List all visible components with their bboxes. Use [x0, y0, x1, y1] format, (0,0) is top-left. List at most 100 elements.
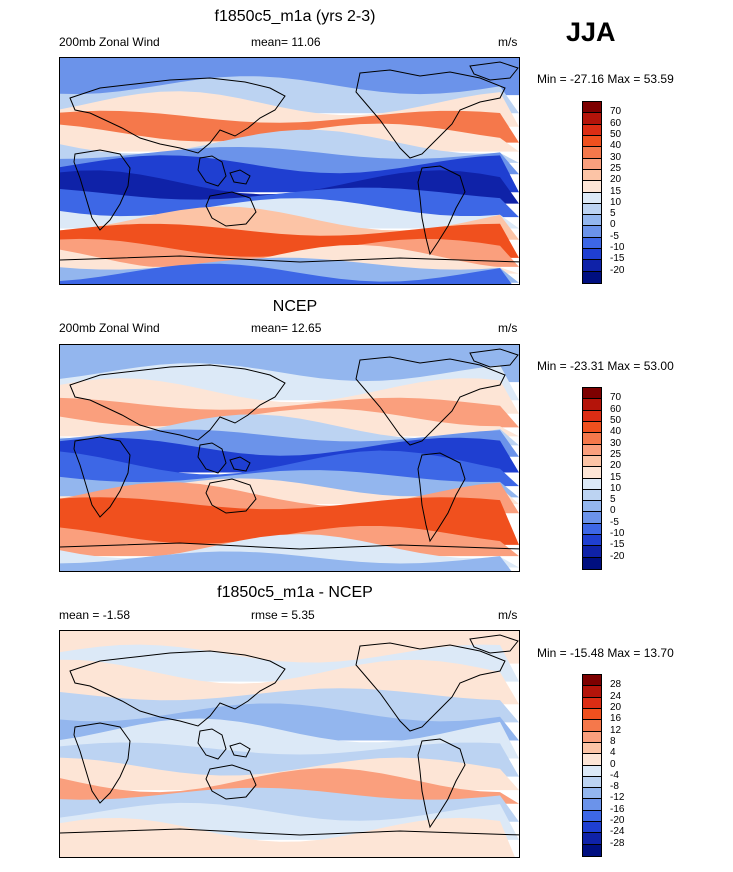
colorbar-tick-label: 40 — [610, 140, 622, 152]
colorbar-tick-label: 8 — [610, 735, 616, 747]
colorbar-swatch — [583, 433, 601, 445]
colorbar-tick-label: 10 — [610, 482, 622, 494]
coastline — [69, 650, 286, 727]
colorbar-tick-label: -20 — [610, 815, 625, 827]
colorbar-swatch — [583, 249, 601, 261]
colorbar-swatch — [583, 237, 601, 250]
panel-stat-model: mean= 11.06 — [251, 35, 321, 49]
colorbar-swatch — [583, 455, 601, 468]
colorbar-swatch — [583, 158, 601, 170]
colorbar-tick-label: 70 — [610, 106, 622, 118]
colorbar-swatch — [583, 421, 601, 434]
panel-units-model: m/s — [498, 35, 518, 49]
colorbar-model — [582, 101, 602, 284]
contour-band — [60, 817, 515, 857]
coastline — [229, 456, 251, 472]
coastline — [355, 69, 506, 159]
season-label: JJA — [566, 17, 616, 47]
coastline — [60, 828, 519, 836]
colorbar-tick-label: 28 — [610, 679, 622, 691]
colorbar-swatch — [583, 512, 601, 524]
colorbar-swatch — [583, 742, 601, 755]
coastline — [73, 436, 131, 518]
colorbar-tick-label: 24 — [610, 690, 622, 702]
colorbar-swatch — [583, 844, 601, 856]
colorbar-tick-label: -15 — [610, 539, 625, 551]
colorbar-tick-label: 15 — [610, 471, 622, 483]
coastline — [60, 255, 519, 263]
panel-minmax-model: Min = -27.16 Max = 53.59 — [537, 72, 674, 86]
coastline — [69, 77, 286, 154]
coastline — [197, 442, 227, 474]
coastline — [417, 738, 466, 829]
colorbar-tick-label: 30 — [610, 151, 622, 163]
colorbar-tick-label: -20 — [610, 264, 625, 276]
colorbar-tick-label: -4 — [610, 769, 619, 781]
colorbar-swatch — [583, 135, 601, 148]
colorbar-swatch — [583, 788, 601, 800]
colorbar-swatch — [583, 203, 601, 216]
colorbar-tick-label: 0 — [610, 758, 616, 770]
colorbar-tick-label: -16 — [610, 803, 625, 815]
colorbar-swatch — [583, 535, 601, 547]
panel-title-obs: NCEP — [272, 298, 318, 315]
colorbar-swatch — [583, 192, 601, 204]
colorbar-swatch — [583, 260, 601, 272]
colorbar-tick-label: 50 — [610, 128, 622, 140]
colorbar-tick-label: 16 — [610, 713, 622, 725]
colorbar-swatch — [583, 675, 601, 687]
map-diff — [59, 630, 520, 858]
panel-minmax-obs: Min = -23.31 Max = 53.00 — [537, 359, 674, 373]
colorbar-swatch — [583, 478, 601, 490]
colorbar-tick-label: 30 — [610, 437, 622, 449]
colorbar-tick-label: -20 — [610, 550, 625, 562]
panel-left-label-model: 200mb Zonal Wind — [59, 35, 160, 49]
colorbar-tick-label: 0 — [610, 505, 616, 517]
colorbar-tick-label: 70 — [610, 392, 622, 404]
colorbar-tick-label: 25 — [610, 448, 622, 460]
colorbar-tick-label: -28 — [610, 837, 625, 849]
panel-left-label-diff: mean = -1.58 — [59, 608, 131, 622]
coastline — [69, 364, 286, 441]
colorbar-tick-label: -5 — [610, 230, 619, 242]
coastline — [469, 348, 519, 368]
colorbar-swatch — [583, 444, 601, 456]
coastline — [355, 642, 506, 732]
colorbar-tick-label: 60 — [610, 117, 622, 129]
coastline — [417, 165, 466, 256]
colorbar-tick-label: 20 — [610, 174, 622, 186]
colorbar-swatch — [583, 754, 601, 766]
coastline — [229, 169, 251, 185]
colorbar-tick-label: -10 — [610, 528, 625, 540]
colorbar-swatch — [583, 467, 601, 479]
colorbar-swatch — [583, 765, 601, 777]
colorbar-tick-label: -15 — [610, 253, 625, 265]
colorbar-swatch — [583, 271, 601, 283]
colorbar-swatch — [583, 523, 601, 536]
coastline — [73, 722, 131, 804]
colorbar-swatch — [583, 388, 601, 400]
coastline — [205, 478, 257, 514]
colorbar-tick-label: 20 — [610, 460, 622, 472]
coastline — [60, 542, 519, 550]
colorbar-swatch — [583, 113, 601, 125]
coastline — [355, 356, 506, 446]
colorbar-tick-label: -12 — [610, 792, 625, 804]
colorbar-tick-label: -24 — [610, 826, 625, 838]
map-model — [59, 57, 520, 285]
colorbar-swatch — [583, 489, 601, 502]
colorbar-swatch — [583, 102, 601, 114]
map-field-model — [60, 58, 519, 284]
colorbar-swatch — [583, 686, 601, 698]
colorbar-swatch — [583, 720, 601, 732]
colorbar-diff — [582, 674, 602, 857]
colorbar-swatch — [583, 822, 601, 834]
coastline — [229, 742, 251, 758]
colorbar-tick-label: 12 — [610, 724, 622, 736]
coastline — [469, 61, 519, 81]
panel-left-label-obs: 200mb Zonal Wind — [59, 321, 160, 335]
panel-stat-obs: mean= 12.65 — [251, 321, 322, 335]
panel-minmax-diff: Min = -15.48 Max = 13.70 — [537, 646, 674, 660]
panel-units-obs: m/s — [498, 321, 518, 335]
contour-band — [60, 551, 512, 571]
